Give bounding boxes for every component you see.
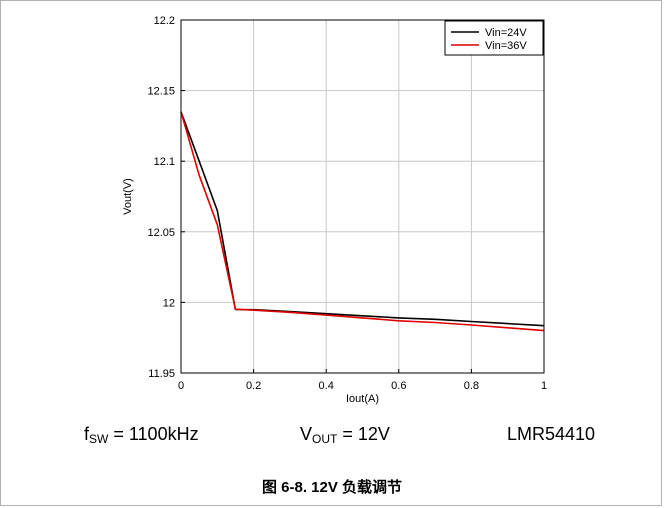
legend-label: Vin=36V	[485, 40, 527, 52]
plot-area-border	[180, 19, 545, 374]
y-tick-label: 12.1	[154, 156, 175, 168]
x-tick-label: 0	[178, 380, 184, 392]
x-tick-label: 0.6	[391, 380, 406, 392]
legend-label: Vin=24V	[485, 27, 527, 39]
y-axis-label: Vout(V)	[122, 178, 134, 215]
x-axis-ticks: 0 0.2 0.4 0.6 0.8 1	[178, 369, 547, 392]
legend-box	[444, 20, 544, 56]
vout-subscript: OUT	[312, 432, 338, 446]
series-line-vin-36v	[180, 111, 545, 332]
part-number-caption: LMR54410	[507, 424, 596, 444]
vout-symbol: V	[300, 424, 313, 444]
x-tick-label: 0.4	[319, 380, 334, 392]
vout-value: = 12V	[337, 424, 390, 444]
switching-frequency-caption: fSW = 1100kHz	[84, 424, 199, 446]
series-lines	[180, 111, 545, 332]
series-line-vin-24v	[180, 111, 545, 327]
output-voltage-caption: VOUT = 12V	[300, 424, 390, 446]
y-tick-label: 12.15	[147, 86, 175, 98]
y-tick-label: 12.05	[147, 227, 175, 239]
load-regulation-chart: 0 0.2 0.4 0.6 0.8 1 11.95 12 12.05 12.1 12.15 12.2…	[122, 15, 547, 405]
fsw-value: = 1100kHz	[108, 424, 199, 444]
x-tick-label: 0.8	[464, 380, 479, 392]
y-axis-ticks: 11.95 12 12.05 12.1 12.15 12.2	[147, 15, 185, 380]
fsw-symbol: f	[84, 424, 90, 444]
grid	[181, 20, 544, 373]
y-tick-label: 12	[163, 297, 175, 309]
figure-title: 图 6-8. 12V 负载调节	[261, 479, 403, 496]
x-tick-label: 0.2	[246, 380, 261, 392]
y-tick-label: 11.95	[148, 368, 175, 380]
x-tick-label: 1	[541, 380, 547, 392]
x-axis-label: Iout(A)	[346, 393, 379, 405]
y-tick-label: 12.2	[154, 15, 175, 27]
fsw-subscript: SW	[89, 432, 109, 446]
